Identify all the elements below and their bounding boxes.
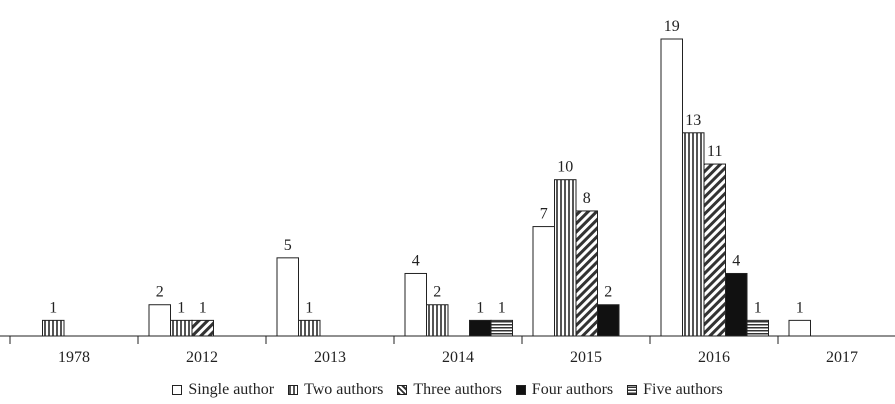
bar-four-authors-2014 [469,319,492,337]
value-label-three-authors-2015: 8 [583,190,591,207]
legend-label: Five authors [643,381,723,398]
bar-two-authors-1978 [42,319,65,337]
bar-two-authors-2014 [426,304,449,337]
legend-label: Single author [188,381,275,398]
bar-single-author-2015 [532,226,555,337]
value-label-two-authors-2012: 1 [177,299,185,316]
legend-item-two-authors: Two authors [288,380,383,400]
value-label-two-authors-2016: 13 [685,112,701,129]
value-label-single-author-2012: 2 [156,284,164,301]
bar-single-author-2012 [148,304,171,337]
value-label-five-authors-2016: 1 [754,299,762,316]
value-label-three-authors-2012: 1 [199,299,207,316]
bar-two-authors-2012 [170,319,193,337]
value-label-single-author-2016: 19 [664,18,680,35]
bar-single-author-2016 [660,38,683,337]
value-label-two-authors-2013: 1 [305,299,313,316]
x-tick-label-2015: 2015 [570,349,602,366]
legend-item-three-authors: Three authors [397,380,502,400]
x-tick-label-1978: 1978 [58,349,90,366]
x-axis: 1978 2012 2013 2014 2015 2016 2017 [0,335,895,366]
bar-two-authors-2015 [554,179,577,337]
value-label-single-author-2015: 7 [540,206,548,223]
x-tick-label-2016: 2016 [698,349,730,366]
bar-three-authors-2015 [575,210,598,337]
bar-two-authors-2016 [682,132,705,337]
legend-item-four-authors: Four authors [515,380,614,400]
bar-three-authors-2012 [191,319,214,337]
legend-swatch-icon [397,385,408,395]
legend-swatch-icon [515,385,526,395]
bar-single-author-2014 [404,272,427,337]
legend-label: Four authors [531,381,614,398]
bar-two-authors-2013 [298,319,321,337]
value-label-two-authors-1978: 1 [49,299,57,316]
bar-single-author-2017 [788,319,811,337]
value-label-five-authors-2014: 1 [498,299,506,316]
legend-item-five-authors: Five authors [627,380,723,400]
bar-four-authors-2016 [725,272,748,337]
bars-layer [42,38,811,337]
value-label-single-author-2014: 4 [412,252,420,269]
x-tick-label-2013: 2013 [314,349,346,366]
value-label-single-author-2017: 1 [796,299,804,316]
legend-label: Two authors [304,381,384,398]
legend: Single author Two authors Three authors Fou… [0,380,895,400]
bar-five-authors-2016 [746,319,769,337]
value-label-four-authors-2016: 4 [732,252,740,269]
x-tick-label-2012: 2012 [186,349,218,366]
value-label-two-authors-2014: 2 [433,284,441,301]
x-tick-label-2017: 2017 [826,349,858,366]
value-label-four-authors-2014: 1 [476,299,484,316]
legend-swatch-icon [172,385,183,395]
bar-five-authors-2014 [490,319,513,337]
value-label-four-authors-2015: 2 [604,284,612,301]
value-label-two-authors-2015: 10 [557,159,573,176]
x-tick-label-2014: 2014 [442,349,474,366]
legend-label: Three authors [413,381,502,398]
value-label-single-author-2013: 5 [284,237,292,254]
legend-item-single-author: Single author [172,380,274,400]
bar-three-authors-2016 [703,163,726,337]
legend-swatch-icon [627,385,638,395]
bar-four-authors-2015 [597,304,620,337]
value-label-three-authors-2016: 11 [707,143,722,160]
legend-swatch-icon [288,385,299,395]
bar-single-author-2013 [276,257,299,337]
